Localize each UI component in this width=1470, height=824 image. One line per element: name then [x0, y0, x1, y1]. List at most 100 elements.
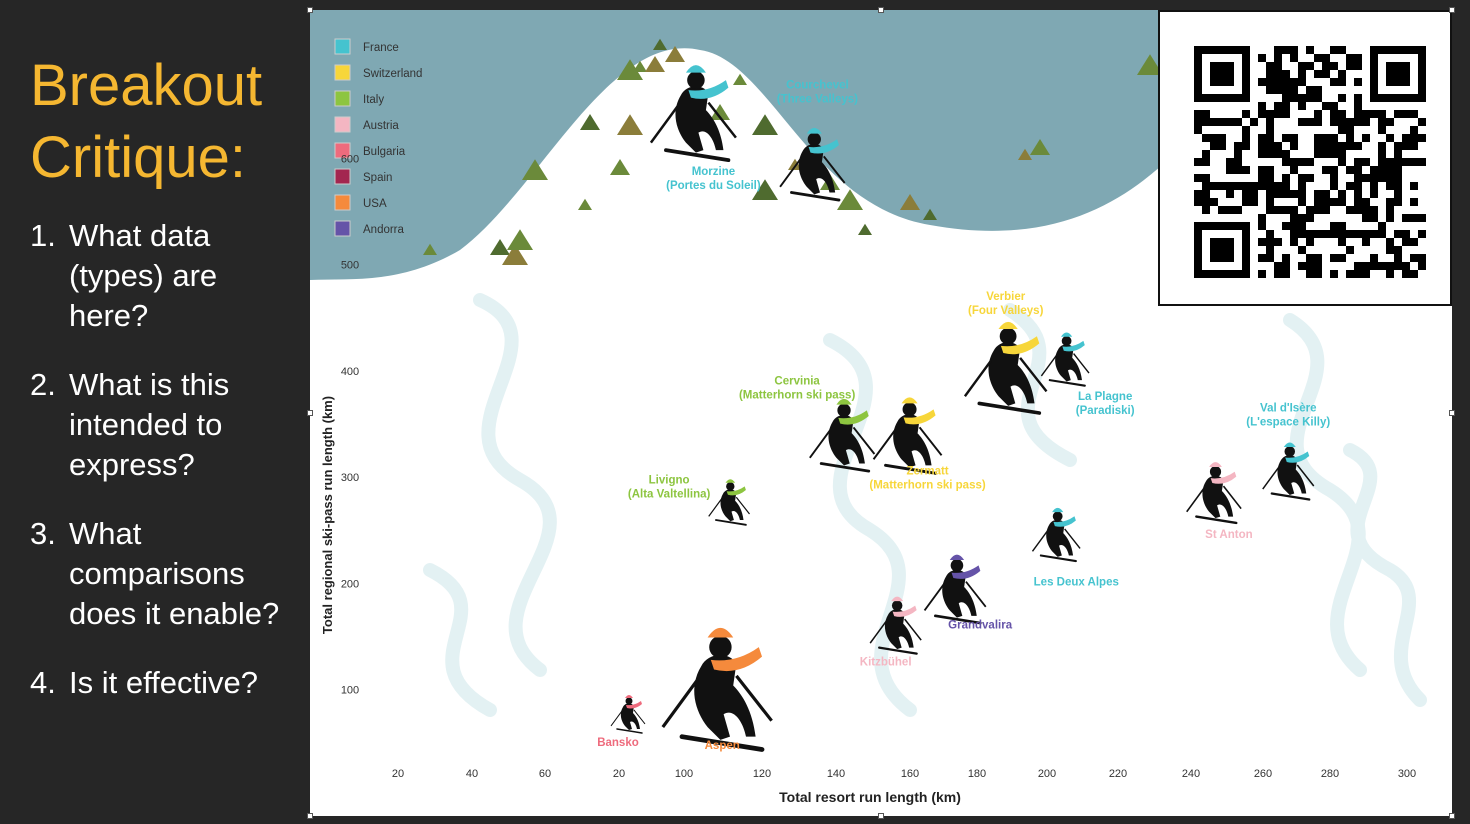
skier-marker	[1031, 507, 1081, 563]
qr-module	[1282, 110, 1290, 118]
qr-module	[1378, 262, 1386, 270]
tree	[665, 46, 685, 62]
y-tick-label: 600	[341, 153, 359, 165]
x-tick-label: 60	[539, 768, 551, 780]
qr-module	[1402, 142, 1410, 150]
qr-module	[1354, 102, 1362, 110]
qr-module	[1194, 158, 1202, 166]
scarf	[892, 605, 917, 617]
skier-body	[1202, 475, 1234, 519]
qr-module	[1330, 254, 1338, 262]
tree	[837, 189, 863, 210]
resize-handle[interactable]	[1449, 813, 1455, 819]
qr-module	[1346, 54, 1354, 62]
ski-trail	[423, 563, 497, 717]
qr-module	[1394, 254, 1402, 262]
qr-module	[1402, 158, 1410, 166]
point-label: Courchevel	[786, 79, 849, 91]
qr-module	[1370, 110, 1378, 118]
point-label: Bansko	[597, 737, 639, 749]
y-tick-label: 500	[341, 260, 359, 272]
qr-module	[1282, 94, 1290, 102]
qr-module	[1330, 166, 1338, 174]
y-tick-label: 100	[341, 685, 359, 697]
qr-module	[1378, 174, 1386, 182]
resize-handle[interactable]	[878, 7, 884, 13]
tree	[610, 159, 630, 175]
qr-module	[1410, 270, 1418, 278]
qr-module	[1194, 190, 1202, 198]
x-tick-label: 140	[827, 768, 845, 780]
resize-handle[interactable]	[878, 813, 884, 819]
hat	[707, 627, 734, 638]
qr-module	[1274, 70, 1282, 78]
qr-module	[1418, 254, 1426, 262]
qr-module	[1322, 62, 1330, 70]
qr-module	[1394, 166, 1402, 174]
qr-module	[1266, 134, 1274, 142]
qr-module	[1354, 118, 1362, 126]
qr-finder-core	[1210, 238, 1234, 262]
qr-module	[1282, 270, 1290, 278]
qr-module	[1306, 46, 1314, 54]
qr-module	[1194, 110, 1202, 118]
qr-module	[1378, 158, 1386, 166]
resize-handle[interactable]	[307, 410, 313, 416]
ski-pole	[610, 709, 646, 727]
hat	[998, 321, 1018, 330]
qr-module	[1258, 222, 1266, 230]
qr-module	[1386, 182, 1394, 190]
qr-module	[1282, 46, 1290, 54]
resize-handle[interactable]	[307, 7, 313, 13]
qr-module	[1322, 70, 1330, 78]
qr-module	[1338, 222, 1346, 230]
qr-module	[1410, 254, 1418, 262]
legend-swatch	[334, 64, 351, 81]
qr-module	[1410, 182, 1418, 190]
title-line-2: Critique:	[30, 125, 246, 190]
question-text: Is it effective?	[69, 665, 258, 700]
skier-head	[726, 482, 735, 491]
qr-module	[1290, 158, 1298, 166]
qr-module	[1282, 182, 1290, 190]
qr-module	[1290, 142, 1298, 150]
skier-body	[694, 654, 756, 740]
qr-module	[1322, 230, 1330, 238]
qr-module	[1418, 230, 1426, 238]
resize-handle[interactable]	[1449, 7, 1455, 13]
qr-module	[1394, 198, 1402, 206]
qr-module	[1210, 118, 1218, 126]
qr-module	[1354, 198, 1362, 206]
qr-module	[1338, 78, 1346, 86]
legend-swatch	[334, 220, 351, 237]
qr-module	[1226, 166, 1234, 174]
ski	[664, 148, 731, 163]
ski-pole	[661, 674, 773, 729]
qr-module	[1226, 206, 1234, 214]
qr-module	[1234, 158, 1242, 166]
skier-body	[720, 489, 744, 522]
qr-module	[1378, 142, 1386, 150]
qr-module	[1202, 150, 1210, 158]
skier-marker	[708, 479, 750, 526]
qr-code[interactable]	[1158, 10, 1452, 306]
resize-handle[interactable]	[307, 813, 313, 819]
qr-module	[1298, 62, 1306, 70]
qr-module	[1266, 126, 1274, 134]
tree	[710, 104, 730, 120]
x-tick-label: 260	[1254, 768, 1272, 780]
qr-module	[1226, 118, 1234, 126]
x-tick-label: 300	[1398, 768, 1416, 780]
qr-module	[1370, 190, 1378, 198]
qr-module	[1266, 78, 1274, 86]
qr-module	[1330, 198, 1338, 206]
skier-body	[988, 342, 1035, 406]
resize-handle[interactable]	[1449, 410, 1455, 416]
qr-module	[1338, 230, 1346, 238]
qr-module	[1274, 62, 1282, 70]
skier-marker	[809, 398, 876, 473]
ski	[616, 728, 643, 734]
qr-module	[1266, 110, 1274, 118]
qr-module	[1202, 158, 1210, 166]
ski-trail	[1003, 303, 1077, 467]
